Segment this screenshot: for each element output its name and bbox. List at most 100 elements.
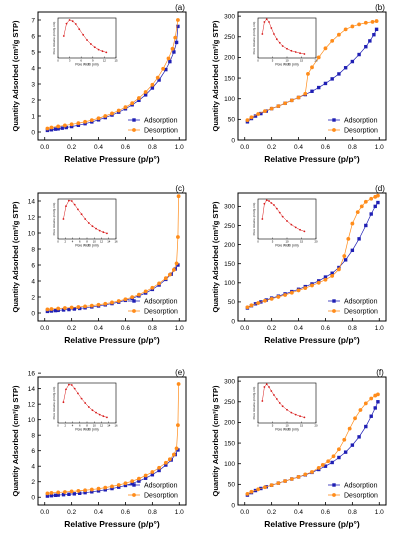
data-point bbox=[49, 493, 54, 498]
data-point bbox=[310, 283, 314, 288]
inset-x-tick-label: 0 bbox=[257, 424, 259, 428]
x-axis-label: Relative Pressure (p/p°) bbox=[64, 335, 160, 345]
data-point bbox=[56, 306, 61, 311]
inset-x-tick-label: 20 bbox=[314, 59, 318, 63]
data-point bbox=[174, 40, 179, 45]
inset-point bbox=[77, 208, 79, 211]
legend-marker bbox=[332, 493, 336, 497]
data-point bbox=[123, 481, 128, 486]
legend-entry: Desorption bbox=[344, 309, 378, 316]
x-tick-label: 0.4 bbox=[294, 325, 303, 332]
inset-point bbox=[286, 220, 288, 222]
y-axis-label: Quantity Adsorbed (cm³/g STP) bbox=[211, 385, 220, 496]
inset-point bbox=[278, 402, 281, 404]
y-axis-label: Quantity Adsorbed (cm³/g STP) bbox=[211, 20, 220, 131]
data-point bbox=[350, 221, 355, 226]
data-point bbox=[296, 475, 301, 479]
inset-point bbox=[80, 213, 83, 216]
data-point bbox=[303, 286, 308, 291]
inset-frame bbox=[57, 17, 117, 59]
x-tick-label: 1.0 bbox=[175, 509, 184, 516]
data-point bbox=[317, 85, 321, 90]
inset-x-tick-label: 8 bbox=[86, 240, 88, 244]
y-tick-label: 6 bbox=[31, 262, 35, 269]
inset-x-tick-label: 12 bbox=[103, 59, 107, 63]
panel-label: (c) bbox=[175, 184, 185, 193]
data-point bbox=[67, 492, 71, 496]
data-point bbox=[69, 122, 74, 127]
data-point bbox=[96, 302, 101, 307]
inset-point bbox=[290, 411, 293, 414]
inset-point bbox=[270, 390, 273, 392]
inset-x-label: Pore Width (nm) bbox=[75, 428, 98, 432]
panel-label: (b) bbox=[375, 3, 385, 12]
inset: 0 2 4 6 8 10 12 14 16 Pore Width (nm) Pore Volume … bbox=[52, 382, 118, 432]
y-tick-label: 10 bbox=[28, 230, 36, 237]
inset-point bbox=[98, 413, 101, 416]
y-tick-label: 200 bbox=[224, 55, 235, 62]
data-point bbox=[49, 125, 54, 130]
data-point bbox=[323, 81, 328, 86]
data-point bbox=[83, 121, 87, 126]
x-tick-label: 0.0 bbox=[240, 509, 249, 516]
x-axis-label: Relative Pressure (p/p°) bbox=[264, 519, 360, 529]
inset-point bbox=[273, 204, 275, 206]
data-point bbox=[157, 465, 161, 470]
data-point bbox=[167, 457, 172, 462]
data-point bbox=[173, 35, 178, 40]
data-point bbox=[337, 267, 341, 272]
data-point bbox=[130, 101, 135, 106]
inset-x-tick-label: 10 bbox=[93, 424, 97, 428]
legend-marker bbox=[332, 309, 336, 313]
data-point bbox=[117, 485, 121, 489]
data-point bbox=[245, 491, 250, 496]
panel-f: 0.0 0.2 0.4 0.6 0.8 1.0050100150200250300Rela… bbox=[211, 368, 387, 529]
y-tick-label: 14 bbox=[28, 386, 36, 393]
inset-x-tick-label: 15 bbox=[300, 59, 304, 63]
data-point bbox=[346, 236, 351, 241]
data-point bbox=[96, 489, 101, 493]
data-point bbox=[310, 470, 314, 474]
data-point bbox=[353, 416, 357, 421]
inset-y-label: Pore Volume (cm³/g·nm) bbox=[52, 22, 56, 55]
data-point bbox=[89, 303, 94, 308]
data-point bbox=[276, 104, 281, 109]
inset-x-tick-label: 5 bbox=[272, 240, 274, 244]
data-point bbox=[269, 483, 274, 488]
data-point bbox=[337, 32, 341, 37]
y-tick-label: 100 bbox=[224, 280, 235, 287]
data-point bbox=[143, 93, 148, 97]
data-point bbox=[376, 400, 380, 404]
data-point bbox=[370, 20, 375, 24]
inset-point bbox=[93, 46, 96, 49]
inset-point bbox=[68, 19, 71, 21]
data-point bbox=[76, 123, 81, 127]
inset-x-tick-label: 15 bbox=[114, 59, 118, 63]
inset-point bbox=[286, 47, 288, 50]
data-point bbox=[155, 75, 160, 80]
y-tick-label: 250 bbox=[224, 223, 235, 230]
data-point bbox=[343, 27, 348, 32]
x-tick-label: 0.0 bbox=[40, 325, 49, 332]
y-tick-label: 4 bbox=[31, 278, 35, 285]
y-axis-label: Quantity Adsorbed (cm³/g STP) bbox=[211, 201, 220, 312]
data-point bbox=[374, 27, 379, 32]
x-tick-label: 0.8 bbox=[348, 144, 357, 151]
x-tick-label: 0.8 bbox=[348, 325, 357, 332]
data-point bbox=[116, 108, 121, 113]
data-point bbox=[116, 483, 121, 487]
inset-point bbox=[290, 49, 293, 52]
data-point bbox=[45, 309, 50, 314]
series-desorption bbox=[45, 18, 180, 131]
x-tick-label: 0.2 bbox=[67, 144, 76, 151]
legend-marker bbox=[132, 128, 136, 132]
inset-point bbox=[278, 211, 281, 214]
inset-point bbox=[299, 415, 301, 418]
data-point bbox=[53, 308, 58, 313]
data-point bbox=[342, 254, 347, 258]
y-tick-label: 150 bbox=[224, 261, 235, 268]
inset-point bbox=[268, 21, 270, 23]
inset-point bbox=[67, 199, 70, 202]
inset-x-tick-label: 0 bbox=[57, 59, 59, 63]
inset-point bbox=[102, 231, 105, 234]
